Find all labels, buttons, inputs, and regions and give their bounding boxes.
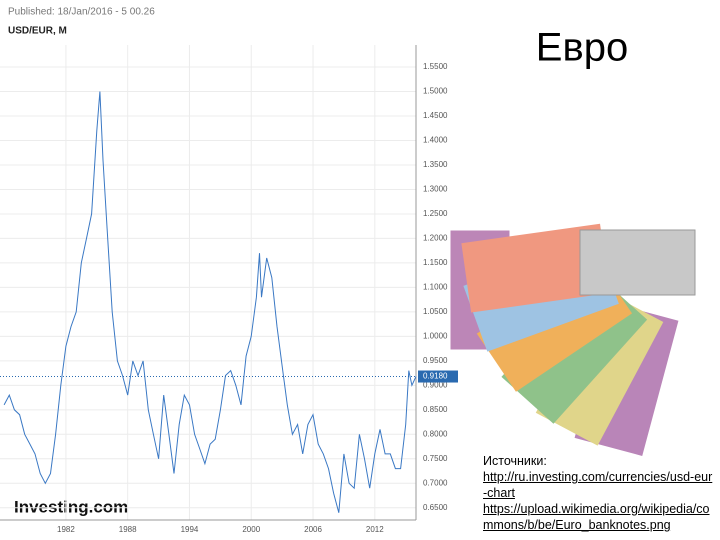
y-tick-label: 0.8000 [423, 429, 448, 438]
y-tick-label: 1.3500 [423, 160, 448, 169]
current-value-label: 0.9180 [423, 372, 448, 381]
y-tick-label: 1.4000 [423, 136, 448, 145]
slide-title: Евро [536, 26, 628, 70]
y-tick-label: 1.0500 [423, 307, 448, 316]
y-tick-label: 1.5500 [423, 62, 448, 71]
y-tick-label: 1.4500 [423, 111, 448, 120]
x-tick-label: 1982 [57, 525, 75, 534]
y-tick-label: 1.1000 [423, 283, 448, 292]
y-tick-label: 1.2500 [423, 209, 448, 218]
banknotes-image [449, 223, 696, 456]
source-link[interactable]: https://upload.wikimedia.org/wikipedia/c… [483, 502, 710, 532]
x-tick-label: 2012 [366, 525, 384, 534]
source-link[interactable]: http://ru.investing.com/currencies/usd-e… [483, 470, 713, 500]
y-tick-label: 0.7000 [423, 478, 448, 487]
current-value-box [418, 370, 458, 383]
y-tick-label: 1.3000 [423, 185, 448, 194]
y-tick-label: 1.5000 [423, 87, 448, 96]
x-tick-label: 2006 [304, 525, 322, 534]
y-tick-label: 0.9000 [423, 380, 448, 389]
y-tick-label: 1.1500 [423, 258, 448, 267]
y-tick-label: 1.2000 [423, 234, 448, 243]
y-tick-label: 1.0000 [423, 331, 448, 340]
y-tick-label: 0.6500 [423, 503, 448, 512]
source-logo: Investing.com [14, 497, 128, 516]
chart-title: USD/EUR, M [8, 26, 67, 37]
y-tick-label: 0.7500 [423, 454, 448, 463]
x-tick-label: 1988 [119, 525, 137, 534]
sources: Источники: http://ru.investing.com/curre… [483, 453, 715, 533]
y-tick-label: 0.8500 [423, 405, 448, 414]
x-tick-label: 1994 [181, 525, 199, 534]
x-tick-label: 2000 [242, 525, 260, 534]
data-line [3, 91, 417, 513]
sources-heading: Источники: [483, 454, 547, 468]
chart-subtitle: Published: 18/Jan/2016 - 5 00.26 [8, 7, 155, 18]
y-tick-label: 0.9500 [423, 356, 448, 365]
